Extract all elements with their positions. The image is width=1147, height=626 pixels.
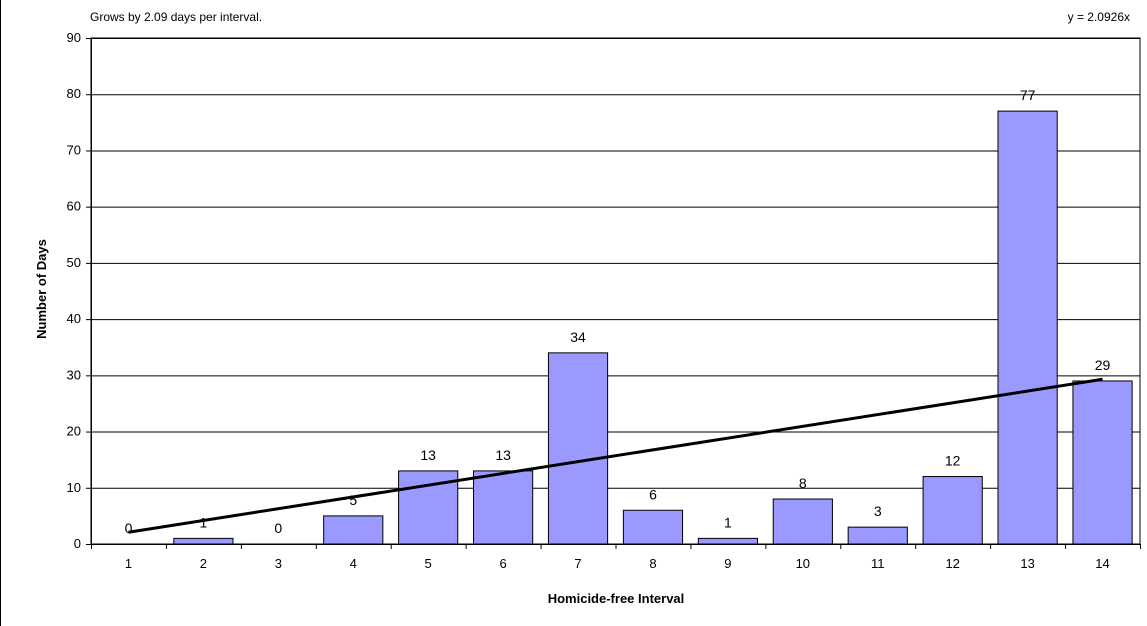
bar <box>772 498 833 545</box>
x-tick-label: 11 <box>871 556 885 571</box>
bar <box>922 476 983 545</box>
y-tick-label: 0 <box>74 536 81 551</box>
data-label: 0 <box>274 520 282 536</box>
bar <box>847 526 908 545</box>
y-axis-label: Number of Days <box>34 239 49 339</box>
x-tick-label: 7 <box>574 556 581 571</box>
x-tick-label: 4 <box>350 556 357 571</box>
bar <box>997 110 1058 545</box>
y-tick-label: 20 <box>67 424 81 439</box>
bar <box>547 352 609 545</box>
x-axis-label: Homicide-free Interval <box>548 591 685 606</box>
data-label: 29 <box>1095 357 1111 373</box>
bar <box>473 470 534 545</box>
trendline-group <box>128 377 1103 534</box>
y-tick-label: 10 <box>67 480 81 495</box>
trend-equation: y = 2.0926x <box>1067 10 1130 24</box>
data-label: 1 <box>724 514 732 530</box>
y-tick-label: 80 <box>67 86 81 101</box>
data-label: 3 <box>874 503 882 519</box>
bar <box>323 515 384 545</box>
x-tick-label: 3 <box>275 556 282 571</box>
x-tick-label: 14 <box>1095 556 1109 571</box>
data-label: 12 <box>945 453 961 469</box>
x-tick-label: 1 <box>125 556 132 571</box>
trendline <box>128 377 1103 534</box>
y-tick-label: 40 <box>67 311 81 326</box>
bar <box>622 509 684 545</box>
gridlines <box>90 37 1141 545</box>
data-label: 13 <box>420 447 436 463</box>
data-label: 0 <box>125 520 133 536</box>
x-tick-label: 5 <box>425 556 432 571</box>
data-label: 13 <box>495 447 511 463</box>
data-label: 1 <box>199 514 207 530</box>
x-tick-label: 2 <box>200 556 207 571</box>
data-label: 77 <box>1020 87 1036 103</box>
data-label: 34 <box>570 329 586 345</box>
data-labels: 0 1 0 5 13 13 34 6 1 8 3 12 77 29 <box>125 87 1111 536</box>
x-tick-label: 13 <box>1020 556 1034 571</box>
frame-left-edge <box>0 0 1 626</box>
x-tick-label: 12 <box>945 556 959 571</box>
data-label: 6 <box>649 486 657 502</box>
bars <box>173 110 1133 545</box>
trend-description: Grows by 2.09 days per interval. <box>90 10 263 24</box>
y-tick-label: 30 <box>67 367 81 382</box>
y-tick-label: 70 <box>67 142 81 157</box>
data-label: 5 <box>349 492 357 508</box>
x-tick-label: 6 <box>499 556 506 571</box>
bar <box>1072 380 1133 545</box>
x-tick-label: 9 <box>724 556 731 571</box>
bar <box>697 537 758 545</box>
y-tick-label: 60 <box>67 199 81 214</box>
x-tick-label: 8 <box>649 556 656 571</box>
y-tick-label: 50 <box>67 255 81 270</box>
data-label: 8 <box>799 475 807 491</box>
bar <box>173 537 234 545</box>
x-tick-label: 10 <box>796 556 810 571</box>
y-tick-label: 90 <box>67 30 81 45</box>
plot-area-frame <box>90 37 1141 545</box>
